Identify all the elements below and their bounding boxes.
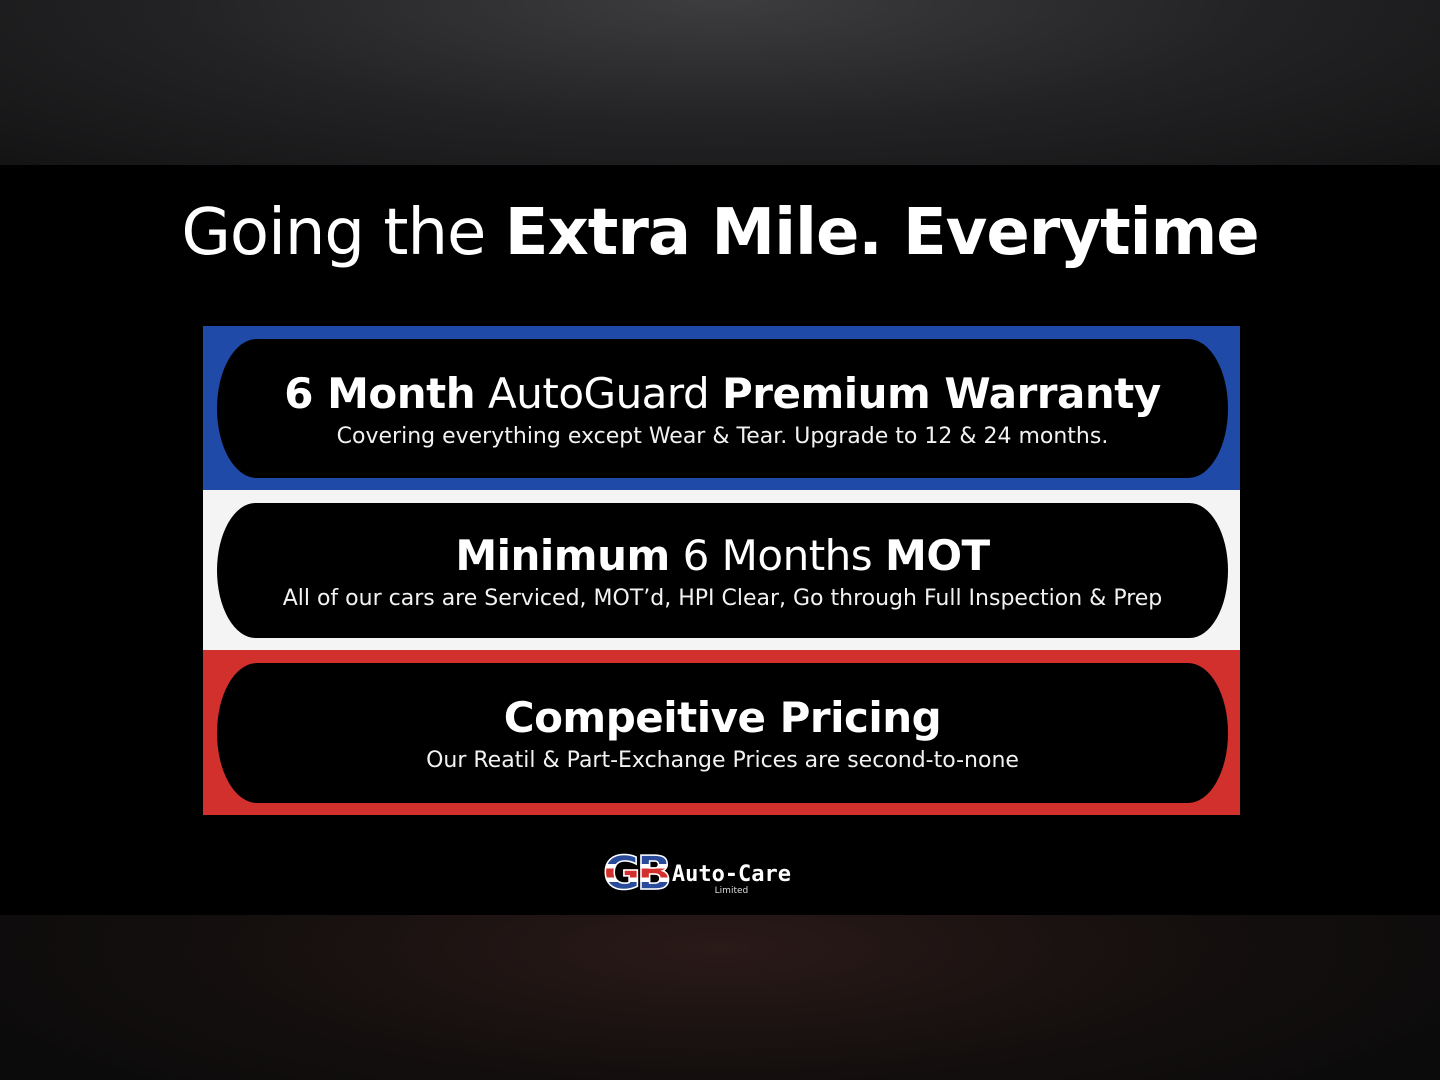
union-flag-gb-mark: GB xyxy=(602,846,672,900)
top-background-band xyxy=(0,0,1440,165)
warranty-band: 6 Month AutoGuard Premium Warranty Cover… xyxy=(203,326,1240,490)
pricing-panel: Compeitive Pricing Our Reatil & Part-Exc… xyxy=(217,663,1228,803)
pricing-subtitle: Our Reatil & Part-Exchange Prices are se… xyxy=(426,748,1019,773)
gb-auto-care-logo: GB Auto-Care Limited xyxy=(602,846,792,900)
brand-text: Auto-Care Limited xyxy=(671,862,792,897)
mot-panel: Minimum 6 Months MOT All of our cars are… xyxy=(217,503,1228,638)
headline: Going the Extra Mile. Everytime xyxy=(0,196,1440,270)
title-bold: Minimum xyxy=(455,530,670,580)
title-light: 6 Months xyxy=(669,530,886,580)
headline-bold: Extra Mile. Everytime xyxy=(504,196,1260,270)
brand-name: Auto-Care xyxy=(671,862,792,887)
headline-light: Going the xyxy=(181,196,505,270)
mot-subtitle: All of our cars are Serviced, MOT’d, HPI… xyxy=(282,585,1163,611)
mot-band: Minimum 6 Months MOT All of our cars are… xyxy=(203,490,1240,650)
title-bold: Compeitive Pricing xyxy=(503,693,942,742)
warranty-panel: 6 Month AutoGuard Premium Warranty Cover… xyxy=(217,339,1228,478)
bottom-background-band xyxy=(0,915,1440,1080)
warranty-title: 6 Month AutoGuard Premium Warranty xyxy=(284,368,1161,418)
title-bold: Premium Warranty xyxy=(721,368,1161,418)
pricing-title: Compeitive Pricing xyxy=(504,693,942,742)
brand-suffix: Limited xyxy=(714,886,749,896)
title-bold: MOT xyxy=(885,530,990,580)
mot-title: Minimum 6 Months MOT xyxy=(455,530,990,580)
features-frame: 6 Month AutoGuard Premium Warranty Cover… xyxy=(203,326,1240,815)
title-light: AutoGuard xyxy=(475,368,722,418)
pricing-band: Compeitive Pricing Our Reatil & Part-Exc… xyxy=(203,650,1240,815)
title-bold: 6 Month xyxy=(284,368,476,418)
warranty-subtitle: Covering everything except Wear & Tear. … xyxy=(336,423,1109,449)
